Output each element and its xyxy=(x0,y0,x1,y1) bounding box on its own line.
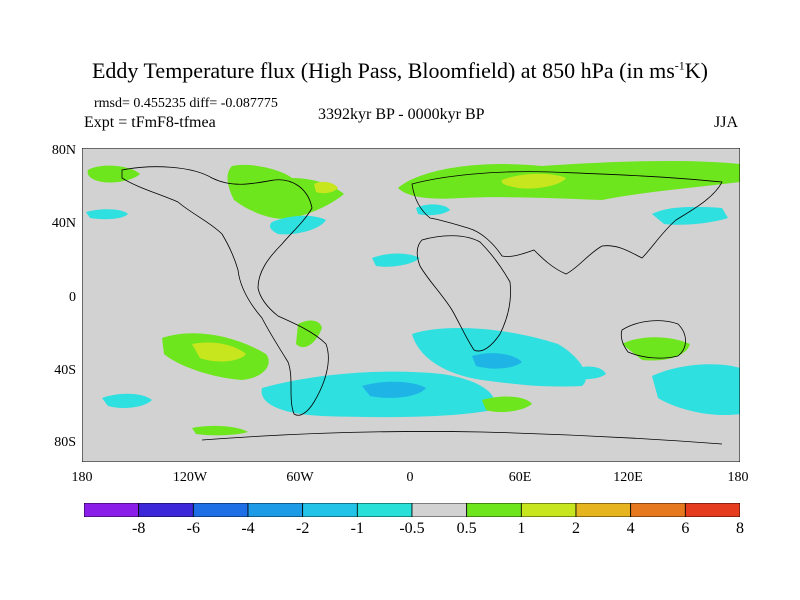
ytick-0: 0 xyxy=(69,290,76,305)
colorbar-label: -0.5 xyxy=(399,520,425,537)
xtick-60e: 60E xyxy=(508,470,532,485)
field-southern-ocean-blue xyxy=(362,381,426,398)
ytick-40s: 40S xyxy=(54,363,76,378)
world-map xyxy=(82,148,740,462)
xtick-120e: 120E xyxy=(613,470,643,485)
field-indian-blue xyxy=(472,353,522,369)
field-atlantic-cyan xyxy=(372,253,420,267)
field-australia-south-cyan xyxy=(652,364,740,416)
xtick-60w: 60W xyxy=(286,470,314,485)
colorbar-swatch xyxy=(138,503,194,517)
period-label: 3392kyr BP - 0000kyr BP xyxy=(318,106,485,123)
colorbar-swatch xyxy=(630,503,686,517)
colorbar-label: 4 xyxy=(626,520,635,537)
xtick-180w: 180 xyxy=(71,470,93,485)
colorbar-swatch xyxy=(356,503,413,517)
field-tasman-cyan xyxy=(572,366,606,380)
colorbar-label: 8 xyxy=(736,520,744,537)
colorbar-swatch xyxy=(192,503,249,517)
field-australia-green xyxy=(622,337,690,361)
field-eurasia-band xyxy=(398,160,740,200)
xtick-180e: 180 xyxy=(727,470,749,485)
ytick-40n: 40N xyxy=(51,216,76,231)
colorbar-label: 0.5 xyxy=(456,520,477,537)
rmsd-diff-stat: rmsd= 0.455235 diff= -0.087775 xyxy=(94,96,278,111)
xtick-120w: 120W xyxy=(172,470,208,485)
field-north-atlantic-america xyxy=(227,164,344,219)
colorbar-label: -8 xyxy=(131,520,146,537)
colorbar-swatch xyxy=(520,503,577,517)
experiment-label: Expt = tFmF8-tfmea xyxy=(84,114,216,131)
colorbar-swatch xyxy=(84,503,140,517)
colorbar-label: -6 xyxy=(186,520,200,537)
field-antarctic-green xyxy=(482,396,532,412)
field-antarctic-strip xyxy=(192,425,248,436)
colorbar-swatch xyxy=(247,503,304,517)
colorbar-swatch xyxy=(684,503,740,517)
colorbar-swatch xyxy=(466,503,522,517)
coastlines xyxy=(121,166,723,445)
field-siberia-yellow xyxy=(501,173,566,189)
ytick-80n: 80N xyxy=(51,143,76,158)
colorbar-swatch xyxy=(575,503,632,517)
field-alaska xyxy=(87,165,140,183)
colorbar-label: -1 xyxy=(350,520,364,537)
colorbar-label: -2 xyxy=(295,520,310,537)
map-title: Eddy Temperature flux (High Pass, Bloomf… xyxy=(91,58,708,83)
colorbar-label: 2 xyxy=(572,520,580,537)
colorbar-label: 6 xyxy=(681,520,690,537)
ytick-80s: 80S xyxy=(54,435,76,450)
field-north-atlantic-cyan xyxy=(270,215,326,235)
colorbar-label: 1 xyxy=(517,520,526,537)
field-north-pacific-cyan xyxy=(86,209,128,220)
field-south-pacific-yellow xyxy=(192,342,246,362)
colorbar xyxy=(84,503,740,517)
colorbar-swatch xyxy=(302,503,358,517)
xtick-0: 0 xyxy=(406,470,414,485)
colorbar-swatch xyxy=(411,503,468,517)
season-label: JJA xyxy=(714,114,739,131)
colorbar-label: -4 xyxy=(241,520,255,537)
field-canada-yellow xyxy=(314,181,338,194)
field-asia-cyan xyxy=(652,206,728,225)
field-west-cyan xyxy=(102,393,152,408)
